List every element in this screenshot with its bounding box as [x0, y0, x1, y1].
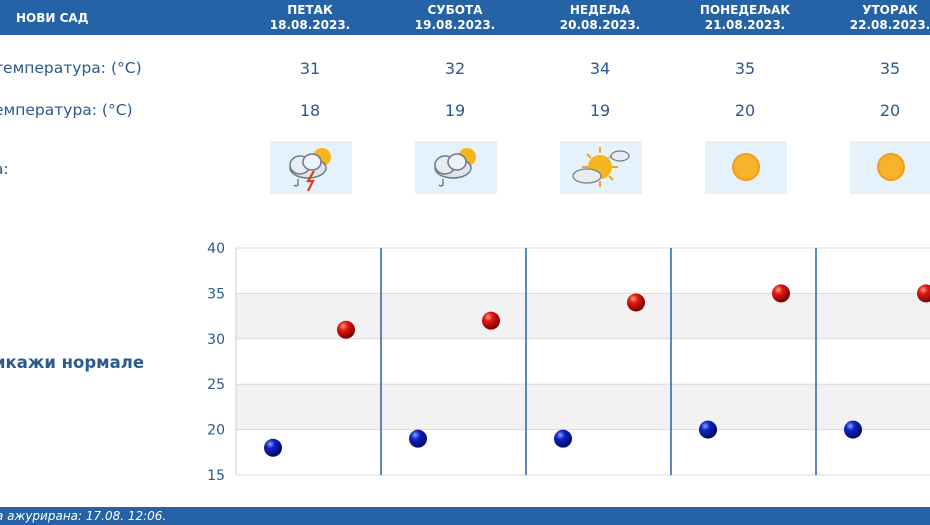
min-temp-value: 20: [734, 101, 756, 120]
max-temp-value: 34: [589, 59, 611, 78]
min-temp-value: 19: [589, 101, 611, 120]
show-normals-link[interactable]: икажи нормале: [0, 353, 145, 372]
weather-label: а:: [0, 160, 9, 178]
day-name: ПОНЕДЕЉАК: [699, 3, 791, 17]
y-tick-label: 35: [207, 286, 225, 302]
max-temp-point: [337, 320, 355, 339]
rain-partly-cloudy-icon: [415, 141, 497, 194]
day-header: УТОРАК 22.08.2023.: [830, 3, 930, 33]
max-temp-value: 32: [444, 59, 466, 78]
thunderstorm-partly-cloudy-icon: [270, 141, 352, 194]
day-header: СУБОТА 19.08.2023.: [395, 3, 515, 33]
max-temp-label: температура: (°C): [0, 59, 142, 77]
max-temp-point: [627, 293, 645, 312]
day-name: ПЕТАК: [287, 3, 333, 17]
max-temp-value: 31: [299, 59, 321, 78]
min-temp-point: [264, 438, 282, 457]
min-temp-point: [409, 429, 427, 448]
temperature-chart: 15 20 25 30 35 40: [207, 241, 930, 484]
y-tick-label: 25: [207, 377, 225, 393]
chart-band: [236, 338, 930, 385]
day-date: 19.08.2023.: [414, 18, 496, 32]
update-footer: а ажурирана: 17.08. 12:06.: [0, 507, 930, 525]
forecast-header: НОВИ САД ПЕТАК 18.08.2023. СУБОТА 19.08.…: [0, 0, 930, 35]
min-temp-label: емпература: (°C): [0, 101, 133, 119]
day-name: НЕДЕЉА: [569, 3, 631, 17]
day-header: НЕДЕЉА 20.08.2023.: [540, 3, 660, 33]
chart-band: [236, 248, 930, 294]
min-temp-point: [699, 420, 717, 439]
min-temp-value: 20: [879, 101, 901, 120]
max-temp-point: [482, 311, 500, 330]
day-name: УТОРАК: [862, 3, 918, 17]
max-temp-value: 35: [734, 59, 756, 78]
min-temp-point: [844, 420, 862, 439]
day-date: 18.08.2023.: [269, 18, 351, 32]
sunny-icon: [850, 141, 930, 194]
sunny-icon: [705, 141, 787, 194]
y-tick-label: 15: [207, 468, 225, 484]
min-temp-value: 18: [299, 101, 321, 120]
sun-and-clouds-icon: [560, 141, 642, 194]
chart-band: [236, 384, 930, 430]
max-temp-value: 35: [879, 59, 901, 78]
day-name: СУБОТА: [427, 3, 483, 17]
min-temp-value: 19: [444, 101, 466, 120]
chart-band: [236, 429, 930, 475]
city-name: НОВИ САД: [16, 11, 89, 25]
day-date: 22.08.2023.: [849, 18, 930, 32]
y-tick-label: 40: [207, 241, 225, 257]
day-header: ПОНЕДЕЉАК 21.08.2023.: [685, 3, 805, 33]
day-header: ПЕТАК 18.08.2023.: [250, 3, 370, 33]
min-temp-point: [554, 429, 572, 448]
max-temp-point: [917, 284, 930, 303]
y-tick-label: 20: [207, 423, 225, 439]
day-date: 20.08.2023.: [559, 18, 641, 32]
updated-text: а ажурирана: 17.08. 12:06.: [0, 509, 167, 523]
y-tick-label: 30: [207, 332, 225, 348]
day-date: 21.08.2023.: [704, 18, 786, 32]
max-temp-point: [772, 284, 790, 303]
